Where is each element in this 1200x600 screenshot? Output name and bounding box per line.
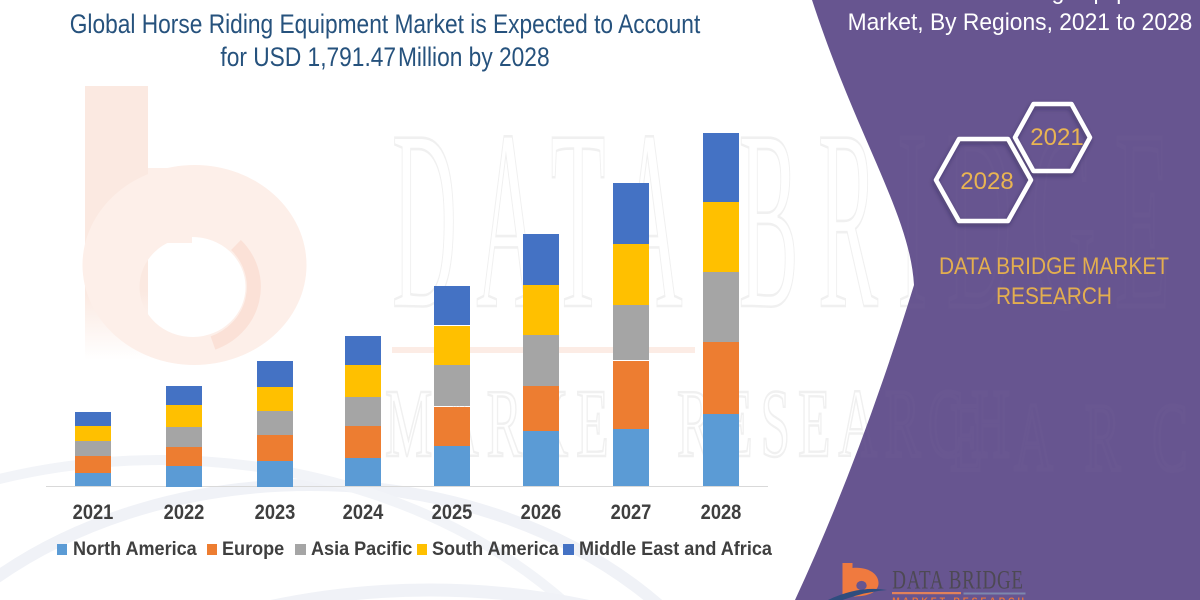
svg-text:DATA BRIDGE: DATA BRIDGE [892,566,1023,595]
svg-text:DATA BRIDGE: DATA BRIDGE [392,76,1170,362]
svg-text:MARKET RESEARCH: MARKET RESEARCH [385,369,1010,477]
svg-text:MARKET RESEARCH: MARKET RESEARCH [892,596,1027,600]
